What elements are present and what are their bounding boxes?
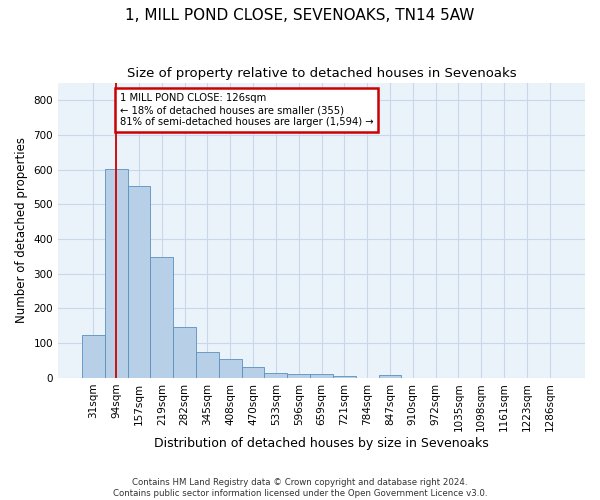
Text: 1, MILL POND CLOSE, SEVENOAKS, TN14 5AW: 1, MILL POND CLOSE, SEVENOAKS, TN14 5AW [125,8,475,22]
Text: 1 MILL POND CLOSE: 126sqm
← 18% of detached houses are smaller (355)
81% of semi: 1 MILL POND CLOSE: 126sqm ← 18% of detac… [120,94,373,126]
Title: Size of property relative to detached houses in Sevenoaks: Size of property relative to detached ho… [127,68,517,80]
Bar [265,373,287,378]
Bar [151,258,173,378]
Bar [196,352,219,378]
Bar [333,376,356,378]
Y-axis label: Number of detached properties: Number of detached properties [15,138,28,324]
X-axis label: Distribution of detached houses by size in Sevenoaks: Distribution of detached houses by size … [154,437,489,450]
Bar [105,168,128,378]
Bar [173,327,196,378]
Bar [310,374,333,378]
Bar [242,366,265,378]
Bar [128,186,151,378]
Bar [219,359,242,378]
Bar [287,374,310,378]
Bar [379,375,401,378]
Text: Contains HM Land Registry data © Crown copyright and database right 2024.
Contai: Contains HM Land Registry data © Crown c… [113,478,487,498]
Bar [82,335,105,378]
